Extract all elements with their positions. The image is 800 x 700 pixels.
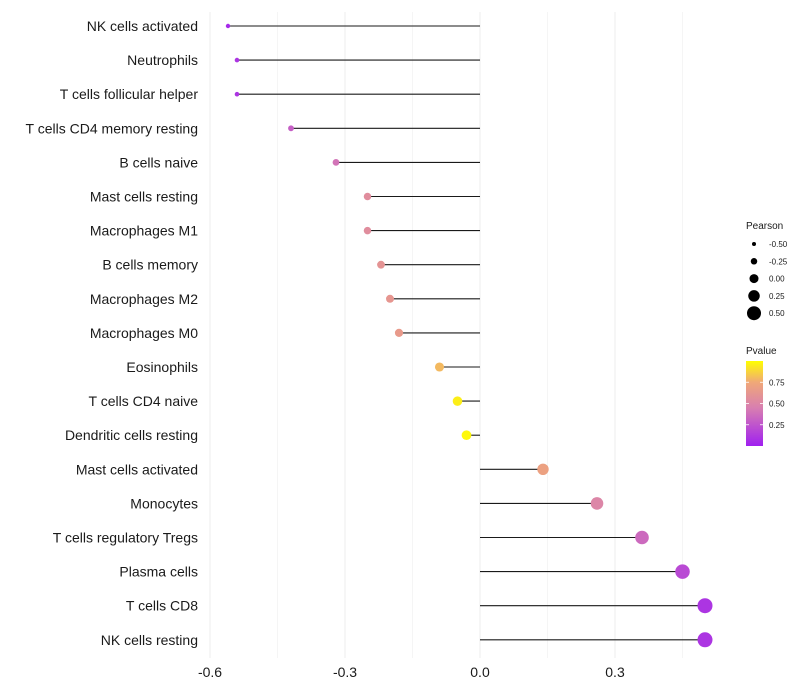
category-label: Mast cells activated	[76, 461, 198, 477]
category-label: NK cells activated	[87, 18, 198, 34]
point-4	[332, 159, 340, 166]
category-label: T cells regulatory Tregs	[53, 530, 198, 546]
category-label: Macrophages M0	[90, 325, 198, 341]
pvalue-legend-label: 0.50	[769, 400, 785, 409]
point-12	[461, 430, 472, 441]
category-label: T cells follicular helper	[60, 86, 199, 102]
category-label: Neutrophils	[127, 52, 198, 68]
pvalue-colorbar	[746, 361, 763, 446]
x-axis-ticks: -0.6 -0.3 0.0 0.3	[198, 664, 625, 680]
pearson-legend-label: 0.50	[769, 309, 785, 318]
pearson-legend-dot	[747, 306, 761, 321]
pearson-legend-dot	[748, 290, 760, 302]
point-2	[234, 91, 240, 97]
category-labels: NK cells activated Neutrophils T cells fol…	[26, 18, 199, 648]
point-11	[452, 396, 463, 406]
x-tick-label: -0.3	[333, 664, 357, 680]
pearson-legend-label: -0.50	[769, 240, 788, 249]
x-tick-label: 0.0	[470, 664, 490, 680]
point-8	[386, 294, 394, 303]
pearson-legend-dot	[749, 274, 759, 284]
pearson-legend-label: -0.25	[769, 257, 788, 266]
point-5	[363, 192, 372, 201]
pearson-legend-label: 0.00	[769, 275, 785, 284]
point-7	[377, 260, 385, 269]
point-13	[537, 463, 549, 475]
category-label: Eosinophils	[126, 359, 198, 375]
point-0	[225, 23, 231, 29]
point-1	[234, 57, 240, 63]
point-17	[697, 598, 713, 614]
pearson-legend-dot	[750, 258, 758, 265]
category-label: Dendritic cells resting	[65, 427, 198, 443]
point-16	[675, 564, 690, 579]
point-9	[394, 328, 404, 337]
category-label: Macrophages M1	[90, 223, 198, 239]
pearson-legend-title: Pearson	[746, 221, 783, 232]
pvalue-legend-label: 0.75	[769, 378, 785, 387]
category-label: Monocytes	[130, 495, 198, 511]
category-label: T cells CD8	[126, 598, 198, 614]
point-3	[288, 125, 294, 132]
category-label: T cells CD4 memory resting	[26, 120, 198, 136]
x-tick-label: -0.6	[198, 664, 222, 680]
point-10	[434, 362, 445, 372]
category-label: T cells CD4 naive	[89, 393, 199, 409]
pearson-legend-label: 0.25	[769, 292, 785, 301]
category-label: Mast cells resting	[90, 189, 198, 205]
stems	[228, 25, 705, 641]
category-label: B cells naive	[119, 154, 198, 170]
point-18	[697, 632, 713, 648]
pvalue-legend-label: 0.25	[769, 421, 785, 430]
category-label: NK cells resting	[101, 632, 198, 648]
point-15	[635, 530, 649, 545]
points	[225, 23, 713, 648]
x-tick-label: 0.3	[605, 664, 625, 680]
pvalue-legend-title: Pvalue	[746, 346, 777, 357]
category-label: B cells memory	[102, 257, 198, 273]
pearson-legend: Pearson -0.50 -0.25 0.00 0.25 0.50	[746, 221, 788, 321]
pvalue-legend: Pvalue 0.75 0.50 0.25	[746, 346, 785, 446]
category-label: Plasma cells	[119, 564, 198, 580]
point-6	[363, 226, 372, 235]
point-14	[590, 497, 604, 510]
category-label: Macrophages M2	[90, 291, 198, 307]
pearson-legend-dot	[752, 242, 756, 246]
grid-lines	[209, 12, 683, 658]
